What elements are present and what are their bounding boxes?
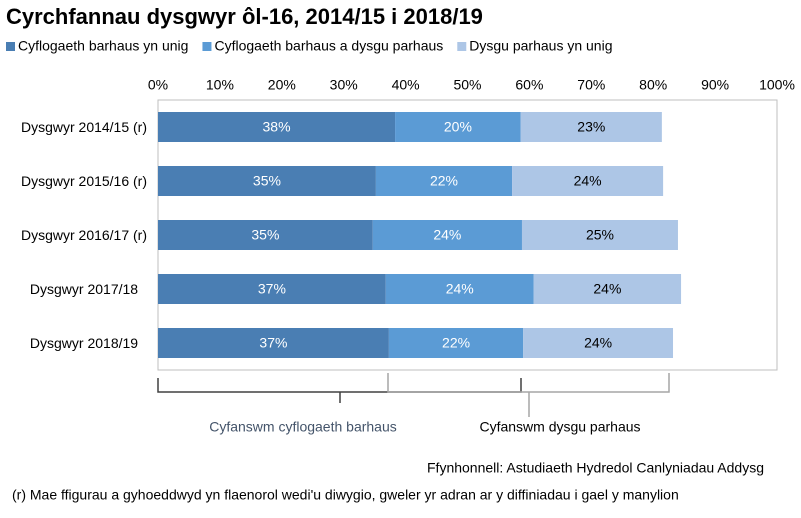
- bar-segment: [512, 166, 664, 196]
- bar-segment: [158, 112, 396, 142]
- value-label: 24%: [584, 335, 612, 351]
- x-tick-label: 70%: [577, 77, 605, 93]
- value-label: 24%: [593, 281, 621, 297]
- annotation: Cyfanswm dysgu parhaus: [479, 419, 640, 435]
- annotation: Cyfanswm cyflogaeth barhaus: [209, 419, 397, 435]
- value-label: 24%: [574, 173, 602, 189]
- x-tick-label: 90%: [701, 77, 729, 93]
- value-label: 25%: [586, 227, 614, 243]
- legend-marker: [457, 42, 467, 51]
- x-tick-label: 60%: [515, 77, 543, 93]
- category-label: Dysgwyr 2017/18: [29, 280, 139, 297]
- value-label: 38%: [263, 119, 291, 135]
- value-label: 37%: [258, 281, 286, 297]
- category-label: Dysgwyr 2018/19: [29, 334, 139, 351]
- bar-segment: [533, 274, 682, 304]
- bar-segment: [158, 274, 386, 304]
- x-tick-label: 50%: [453, 77, 481, 93]
- x-tick-label: 100%: [759, 77, 795, 93]
- bar-segment: [158, 166, 376, 196]
- bracket: [387, 373, 670, 417]
- bar-segment: [372, 220, 522, 250]
- value-label: 35%: [251, 227, 279, 243]
- value-label: 35%: [253, 173, 281, 189]
- chart-title: Cyrchfannau dysgwyr ôl-16, 2014/15 i 201…: [6, 4, 483, 29]
- x-tick-label: 20%: [268, 77, 296, 93]
- x-tick-label: 40%: [392, 77, 420, 93]
- category-label: Dysgwyr 2014/15 (r): [20, 118, 148, 135]
- source: Ffynhonnell: Astudiaeth Hydredol Canlyni…: [427, 460, 764, 476]
- value-label: 24%: [433, 227, 461, 243]
- legend-label: Cyflogaeth barhaus yn unig: [18, 38, 188, 54]
- category-label: Dysgwyr 2016/17 (r): [20, 226, 148, 243]
- x-tick-label: 10%: [206, 77, 234, 93]
- x-tick-label: 0%: [148, 77, 168, 93]
- legend-marker: [202, 42, 212, 51]
- value-label: 24%: [446, 281, 474, 297]
- bar-segment: [521, 220, 678, 250]
- legend-label: Dysgu parhaus yn unig: [469, 38, 612, 54]
- value-label: 37%: [259, 335, 287, 351]
- bar-segment: [388, 328, 524, 358]
- value-label: 22%: [430, 173, 458, 189]
- category-label: Dysgwyr 2015/16 (r): [20, 172, 148, 189]
- bar-segment: [158, 328, 389, 358]
- bar-segment: [395, 112, 521, 142]
- x-tick-label: 30%: [330, 77, 358, 93]
- bar-segment: [520, 112, 662, 142]
- bar-segment: [385, 274, 534, 304]
- bracket: [157, 378, 522, 403]
- legend-marker: [6, 42, 15, 51]
- footnote: (r) Mae ffigurau a gyhoeddwyd yn flaenor…: [12, 487, 679, 503]
- x-tick-label: 80%: [639, 77, 667, 93]
- bar-segment: [523, 328, 674, 358]
- value-label: 23%: [577, 119, 605, 135]
- value-label: 22%: [442, 335, 470, 351]
- value-label: 20%: [444, 119, 472, 135]
- bar-segment: [375, 166, 513, 196]
- legend-label: Cyflogaeth barhaus a dysgu parhaus: [214, 38, 443, 54]
- bar-segment: [158, 220, 373, 250]
